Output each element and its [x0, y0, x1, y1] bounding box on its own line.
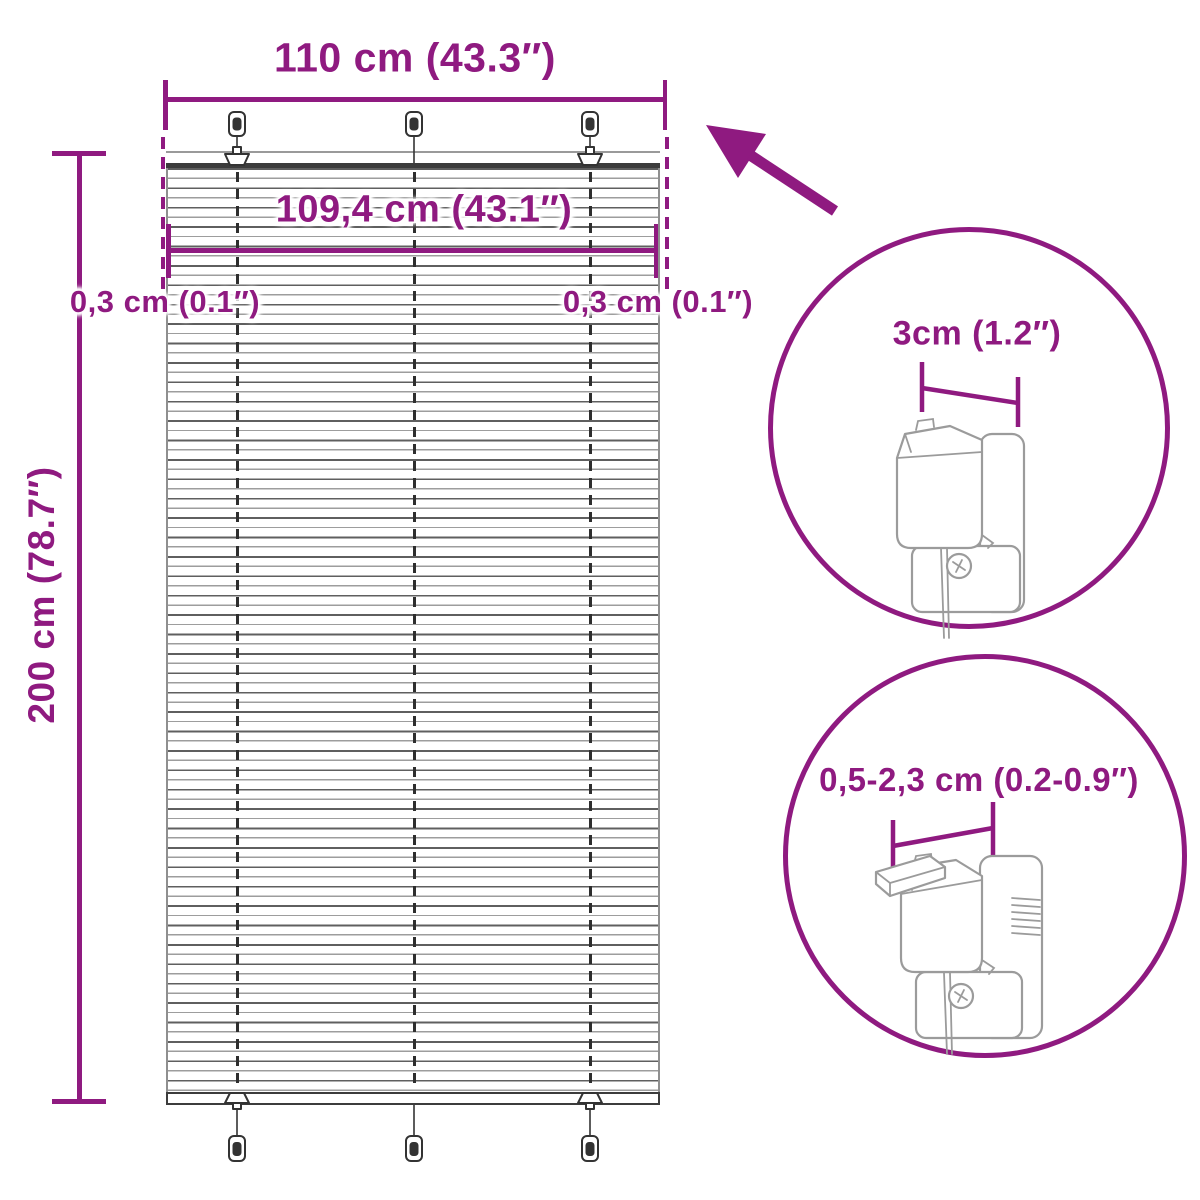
- inner-width-label: 109,4 cm (43.1″): [275, 188, 573, 231]
- bracket-depth-label: 3cm (1.2″): [892, 314, 1062, 353]
- extension-line-left: [160, 137, 165, 297]
- inner-width-dimension-line: [166, 248, 658, 253]
- inner-width-cap-left: [166, 224, 171, 278]
- cord-right: [588, 172, 592, 1090]
- total-width-label: 110 cm (43.3″): [274, 34, 556, 81]
- gap-right-label: 0,3 cm (0.1″): [562, 284, 754, 319]
- inner-width-cap-right: [653, 224, 658, 278]
- total-width-dimension-line: [163, 97, 667, 102]
- mounting-clip-bottom-middle: [405, 1105, 423, 1162]
- arrow-up-left-icon: [706, 125, 839, 216]
- total-width-cap-right: [662, 80, 667, 130]
- bottom-rail: [166, 1092, 660, 1105]
- detail-circle-top: [768, 227, 1170, 629]
- gap-left-label: 0,3 cm (0.1″): [69, 284, 261, 319]
- top-rail: [166, 151, 660, 168]
- cord-middle: [412, 172, 416, 1090]
- height-cap-bottom: [52, 1099, 106, 1104]
- height-label: 200 cm (78.7″): [21, 466, 62, 724]
- detail-circle-bottom: [783, 654, 1187, 1058]
- height-dimension-line: [77, 153, 82, 1101]
- cord-left: [235, 172, 239, 1090]
- extension-line-right: [664, 137, 669, 297]
- total-width-cap-left: [163, 80, 168, 130]
- height-cap-top: [52, 151, 106, 156]
- clamp-range-label: 0,5-2,3 cm (0.2-0.9″): [819, 761, 1139, 798]
